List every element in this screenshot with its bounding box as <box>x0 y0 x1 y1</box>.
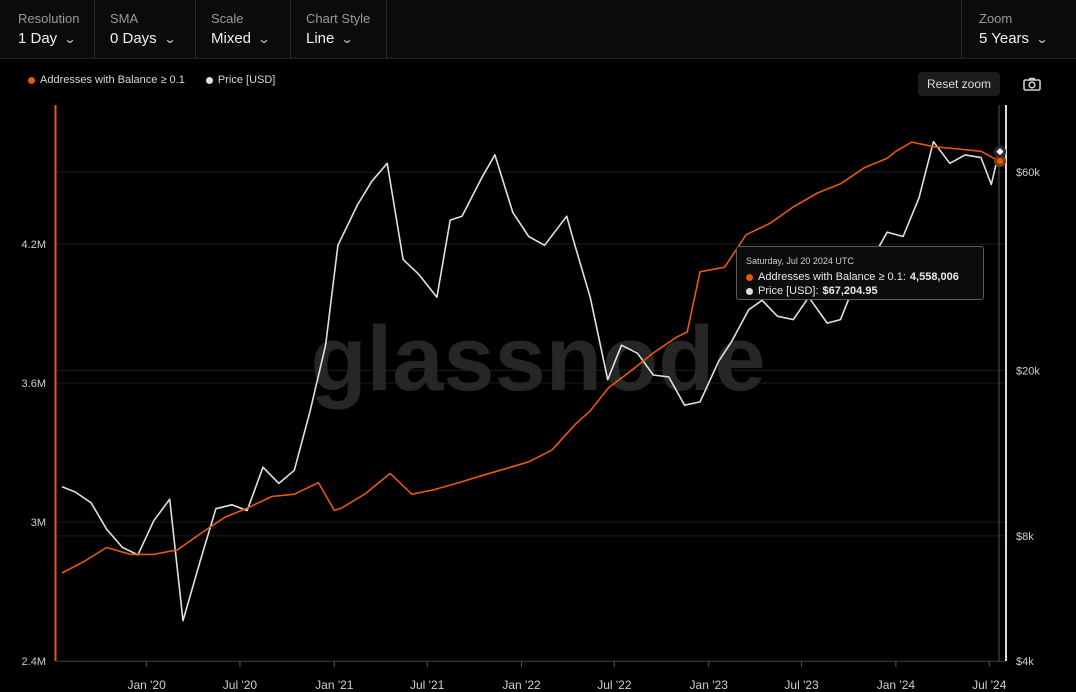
hover-tooltip: Saturday, Jul 20 2024 UTC Addresses with… <box>736 246 984 300</box>
tooltip-addresses-value: 4,558,006 <box>909 271 959 283</box>
x-tick-label: Jul '24 <box>972 678 1007 692</box>
x-tick-label: Jan '22 <box>502 678 541 692</box>
legend-dot-price <box>205 76 213 84</box>
sma-value: 0 Days <box>110 30 157 47</box>
right-y-tick-label: $8k <box>1016 531 1034 543</box>
left-y-tick-label: 4.2M <box>22 239 46 251</box>
zoom-dropdown[interactable]: Zoom 5 Years ⌄ <box>961 0 1076 58</box>
chart-style-label: Chart Style <box>306 11 371 26</box>
resolution-value: 1 Day <box>18 30 58 47</box>
tooltip-row-price: Price [USD]: $67,204.95 <box>746 284 983 298</box>
toolbar: Resolution 1 Day ⌄ SMA 0 Days ⌄ Scale Mixe… <box>0 0 1076 59</box>
camera-icon[interactable] <box>1022 76 1042 92</box>
x-tick-label: Jul '23 <box>784 678 819 692</box>
tooltip-row-addresses: Addresses with Balance ≥ 0.1: 4,558,006 <box>746 270 983 284</box>
left-y-tick-label: 3.6M <box>22 378 46 390</box>
zoom-label: Zoom <box>979 11 1013 26</box>
watermark-text: glassnode <box>310 308 765 410</box>
x-axis-ticks: Jan '20 Jul '20 Jan '21 Jul '21 Jan '22 Jul '… <box>127 661 1007 692</box>
legend-label-addresses: Addresses with Balance ≥ 0.1 <box>40 74 185 86</box>
chart-style-value: Line <box>306 30 335 47</box>
x-tick-label: Jan '24 <box>877 678 916 692</box>
chart-legend: Addresses with Balance ≥ 0.1 Price [USD] <box>28 74 293 87</box>
x-tick-label: Jul '20 <box>223 678 258 692</box>
chevron-down-icon: ⌄ <box>340 32 354 46</box>
resolution-label: Resolution <box>18 11 80 26</box>
tooltip-dot-price <box>746 287 753 295</box>
tooltip-dot-addresses <box>746 273 753 281</box>
x-tick-label: Jul '22 <box>597 678 632 692</box>
sma-dropdown[interactable]: SMA 0 Days ⌄ <box>95 0 196 58</box>
x-tick-label: Jul '21 <box>410 678 445 692</box>
tooltip-addresses-label: Addresses with Balance ≥ 0.1: <box>758 271 906 283</box>
right-y-tick-label: $4k <box>1016 656 1034 668</box>
legend-item-addresses[interactable]: Addresses with Balance ≥ 0.1 <box>28 74 185 86</box>
hover-markers <box>994 145 1006 168</box>
addresses-hover-marker <box>994 155 1006 168</box>
chevron-down-icon: ⌄ <box>1035 32 1049 46</box>
right-y-axis-ticks: $60k $20k $8k $4k <box>1016 167 1040 668</box>
legend-dot-addresses <box>28 76 35 84</box>
x-tick-label: Jan '21 <box>315 678 354 692</box>
legend-label-price: Price [USD] <box>217 74 276 86</box>
reset-zoom-button[interactable]: Reset zoom <box>918 72 1000 96</box>
scale-value: Mixed <box>211 30 252 47</box>
tooltip-date: Saturday, Jul 20 2024 UTC <box>746 256 854 266</box>
sma-label: SMA <box>110 11 139 26</box>
chevron-down-icon: ⌄ <box>63 32 77 46</box>
left-y-axis-ticks: 4.2M 3.6M 3M 2.4M <box>22 239 46 668</box>
chevron-down-icon: ⌄ <box>257 32 271 46</box>
addresses-series-line <box>61 141 1000 574</box>
tooltip-price-label: Price [USD]: <box>758 285 819 297</box>
x-tick-label: Jan '20 <box>127 678 166 692</box>
x-tick-label: Jan '23 <box>690 678 729 692</box>
legend-item-price[interactable]: Price [USD] <box>205 74 276 86</box>
scale-dropdown[interactable]: Scale Mixed ⌄ <box>196 0 291 58</box>
left-y-tick-label: 2.4M <box>22 656 46 668</box>
price-marker-diamond <box>996 148 1004 156</box>
right-y-tick-label: $20k <box>1016 365 1040 377</box>
tooltip-price-value: $67,204.95 <box>822 285 878 297</box>
scale-label: Scale <box>211 11 244 26</box>
resolution-dropdown[interactable]: Resolution 1 Day ⌄ <box>0 0 95 58</box>
chevron-down-icon: ⌄ <box>163 32 177 46</box>
left-y-tick-label: 3M <box>31 517 46 529</box>
chart-style-dropdown[interactable]: Chart Style Line ⌄ <box>291 0 387 58</box>
chart-area[interactable]: glassnode Jan '20 Jul '20 Jan '21 Jul '21 Ja… <box>0 100 1076 692</box>
zoom-value: 5 Years <box>979 30 1030 47</box>
right-y-tick-label: $60k <box>1016 167 1040 179</box>
